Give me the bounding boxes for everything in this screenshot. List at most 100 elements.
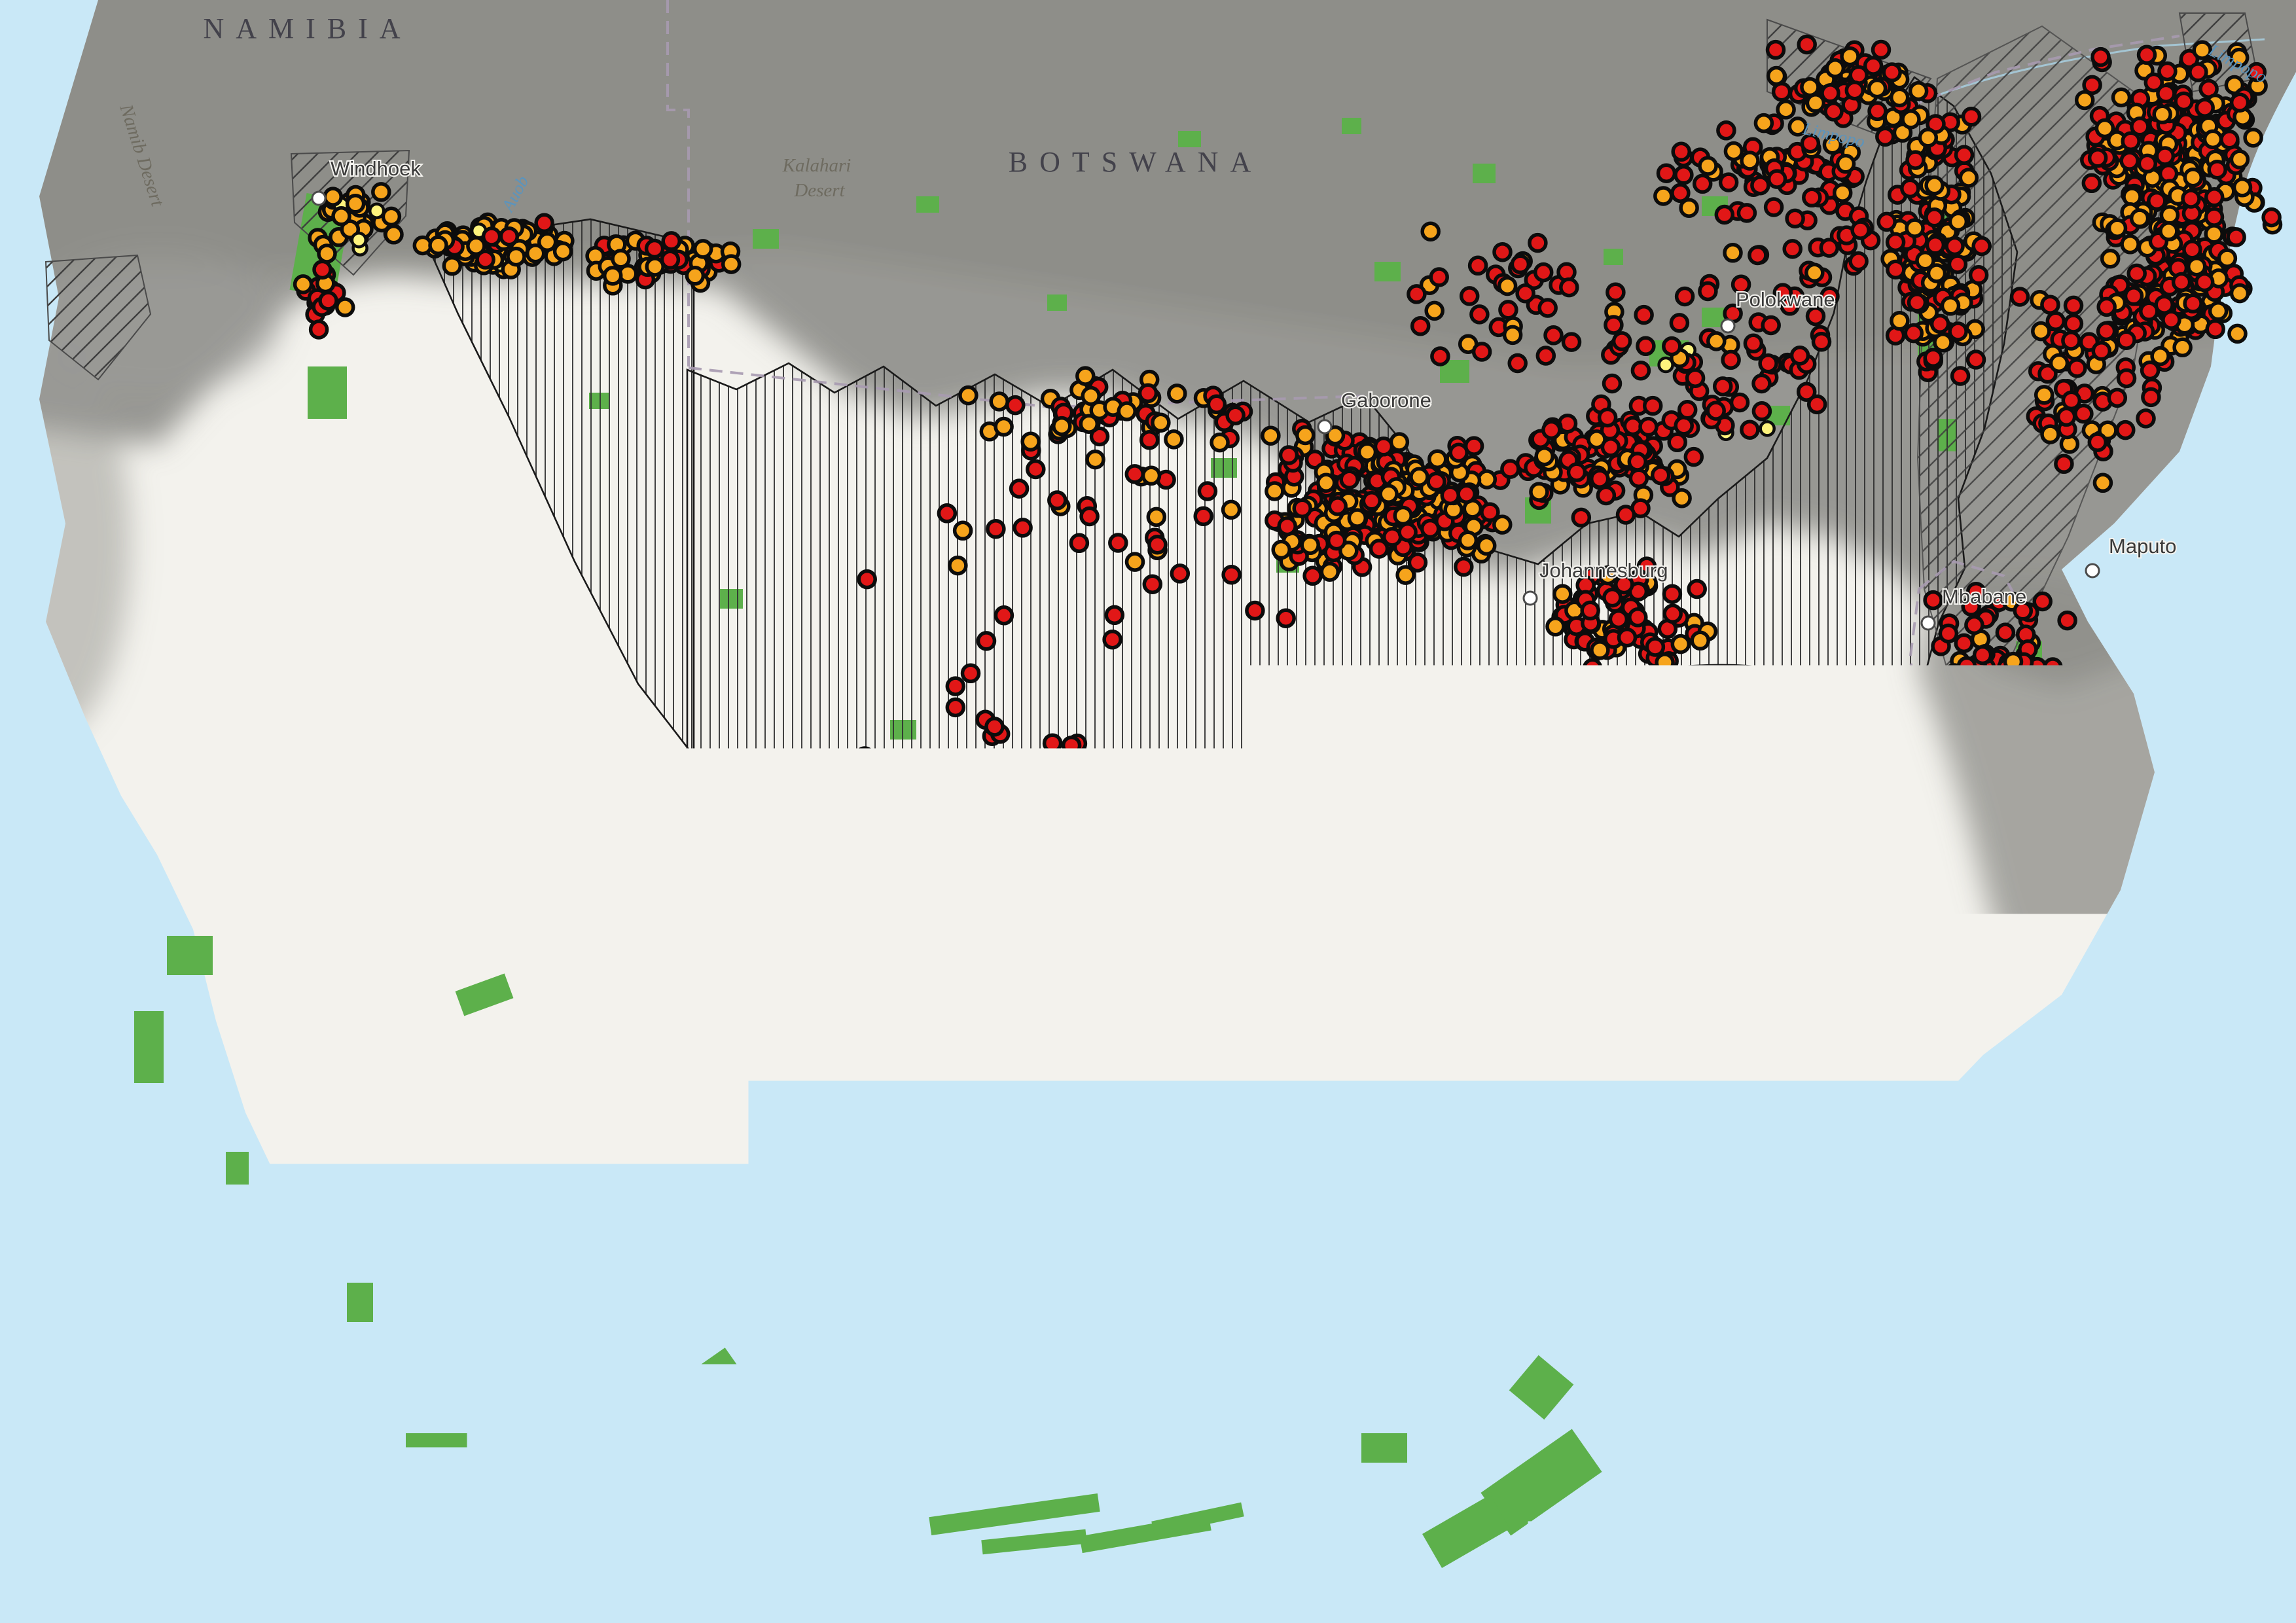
observation-dot [2165,813,2179,827]
observation-dot [2096,120,2113,137]
observation-dot [1209,1423,1225,1440]
legend-item-nodate: No date [1954,1225,2251,1254]
observation-dot [1421,1440,1437,1456]
observation-dot [813,951,829,967]
observation-dot [1968,351,1984,368]
observation-dot [1718,122,1734,139]
observation-dot [1869,1087,1885,1103]
observation-dot [1827,60,1843,77]
observation-dot [1153,414,1169,431]
observation-dot [2166,697,2182,713]
observation-dot [2123,865,2140,881]
observation-dot [1689,581,1705,597]
observation-dot [1838,156,1854,172]
observation-dot [2202,1049,2219,1065]
observation-dot [289,1273,301,1285]
observation-dot [1371,541,1388,557]
observation-dot [1831,1177,1848,1193]
protected-area [419,1021,452,1041]
country-label: LESOTHO [1526,1043,1674,1066]
legend-item-global: Global range [1954,1254,2251,1283]
observation-dot [1842,48,1858,65]
legend-item-pre2000: Pre-2000 [1954,1139,2251,1168]
observation-dot [2174,339,2191,355]
observation-dot [1763,317,1779,334]
observation-dot [1975,647,1991,664]
observation-dot [2231,151,2248,168]
observation-dot [820,1544,836,1560]
observation-dot [1376,438,1392,455]
observation-dot [370,204,384,218]
observation-dot [1869,80,1886,97]
observation-dot [821,1502,838,1518]
observation-dot [758,1546,774,1562]
observation-dot [1964,109,1980,125]
observation-dot [1441,1285,1457,1302]
observation-dot [1338,1453,1351,1465]
observation-dot [1531,1399,1547,1415]
observation-dot [444,258,460,274]
observation-dot [1563,1263,1579,1279]
observation-dot [1877,128,1893,145]
observation-dot [1431,269,1447,285]
observation-dot [1605,942,1622,958]
observation-dot [1316,1156,1330,1169]
observation-dot [1806,264,1823,281]
observation-dot [2210,303,2227,319]
observation-dot [1932,315,1948,332]
observation-dot [1512,256,1528,272]
city-marker [1318,420,1331,433]
map-canvas[interactable]: WindhoekGaboronePolokwaneJohannesburgMap… [0,0,2296,1623]
observation-dot [1590,1116,1607,1132]
observation-dot [1814,334,1830,350]
observation-dot [1450,444,1467,461]
observation-dot [1127,554,1143,570]
observation-dot [2005,654,2022,670]
observation-dot [1545,327,1562,344]
observation-dot [1730,1302,1746,1319]
city-label: Springbok [422,957,514,980]
observation-dot [520,1507,537,1523]
observation-dot [1147,1514,1163,1531]
observation-dot [2045,659,2061,675]
observation-dot [2163,312,2179,328]
observation-dot [1140,385,1157,401]
observation-dot [1700,158,1716,174]
observation-dot [1201,1067,1217,1083]
observation-dot [2189,259,2205,275]
observation-dot [1003,1129,1019,1145]
observation-dot [884,944,900,961]
observation-dot [1462,288,1478,304]
observation-dot [2102,251,2119,267]
observation-dot [1605,317,1622,333]
observation-dot [777,932,793,948]
observation-dot [2160,865,2176,882]
observation-dot [1846,82,1863,99]
observation-dot [1878,213,1895,230]
legend-symbol-y2000_2012 [1954,1173,2017,1192]
observation-dot [1505,327,1521,343]
observation-dot [1664,586,1680,602]
observation-dot [895,1489,912,1505]
observation-dot [501,228,517,245]
observation-dot [1679,402,1696,418]
observation-dot [971,1505,987,1521]
observation-dot [1007,397,1024,414]
observation-dot [1458,486,1475,502]
observation-dot [1500,302,1516,318]
observation-dot [1952,368,1969,384]
observation-dot [1216,999,1232,1016]
city-marker [776,864,789,877]
observation-dot [1776,786,1792,802]
city-label: East London [1570,1389,1684,1412]
observation-dot [1593,1172,1609,1188]
observation-dot [663,233,679,249]
legend-symbol-natural [1954,1283,2017,1311]
observation-dot [899,877,916,893]
observation-dot [1535,264,1552,281]
observation-dot [1811,1221,1827,1238]
observation-dot [1318,1450,1332,1463]
protected-area [916,196,939,213]
observation-dot [1148,508,1164,525]
observation-dot [279,1327,295,1343]
